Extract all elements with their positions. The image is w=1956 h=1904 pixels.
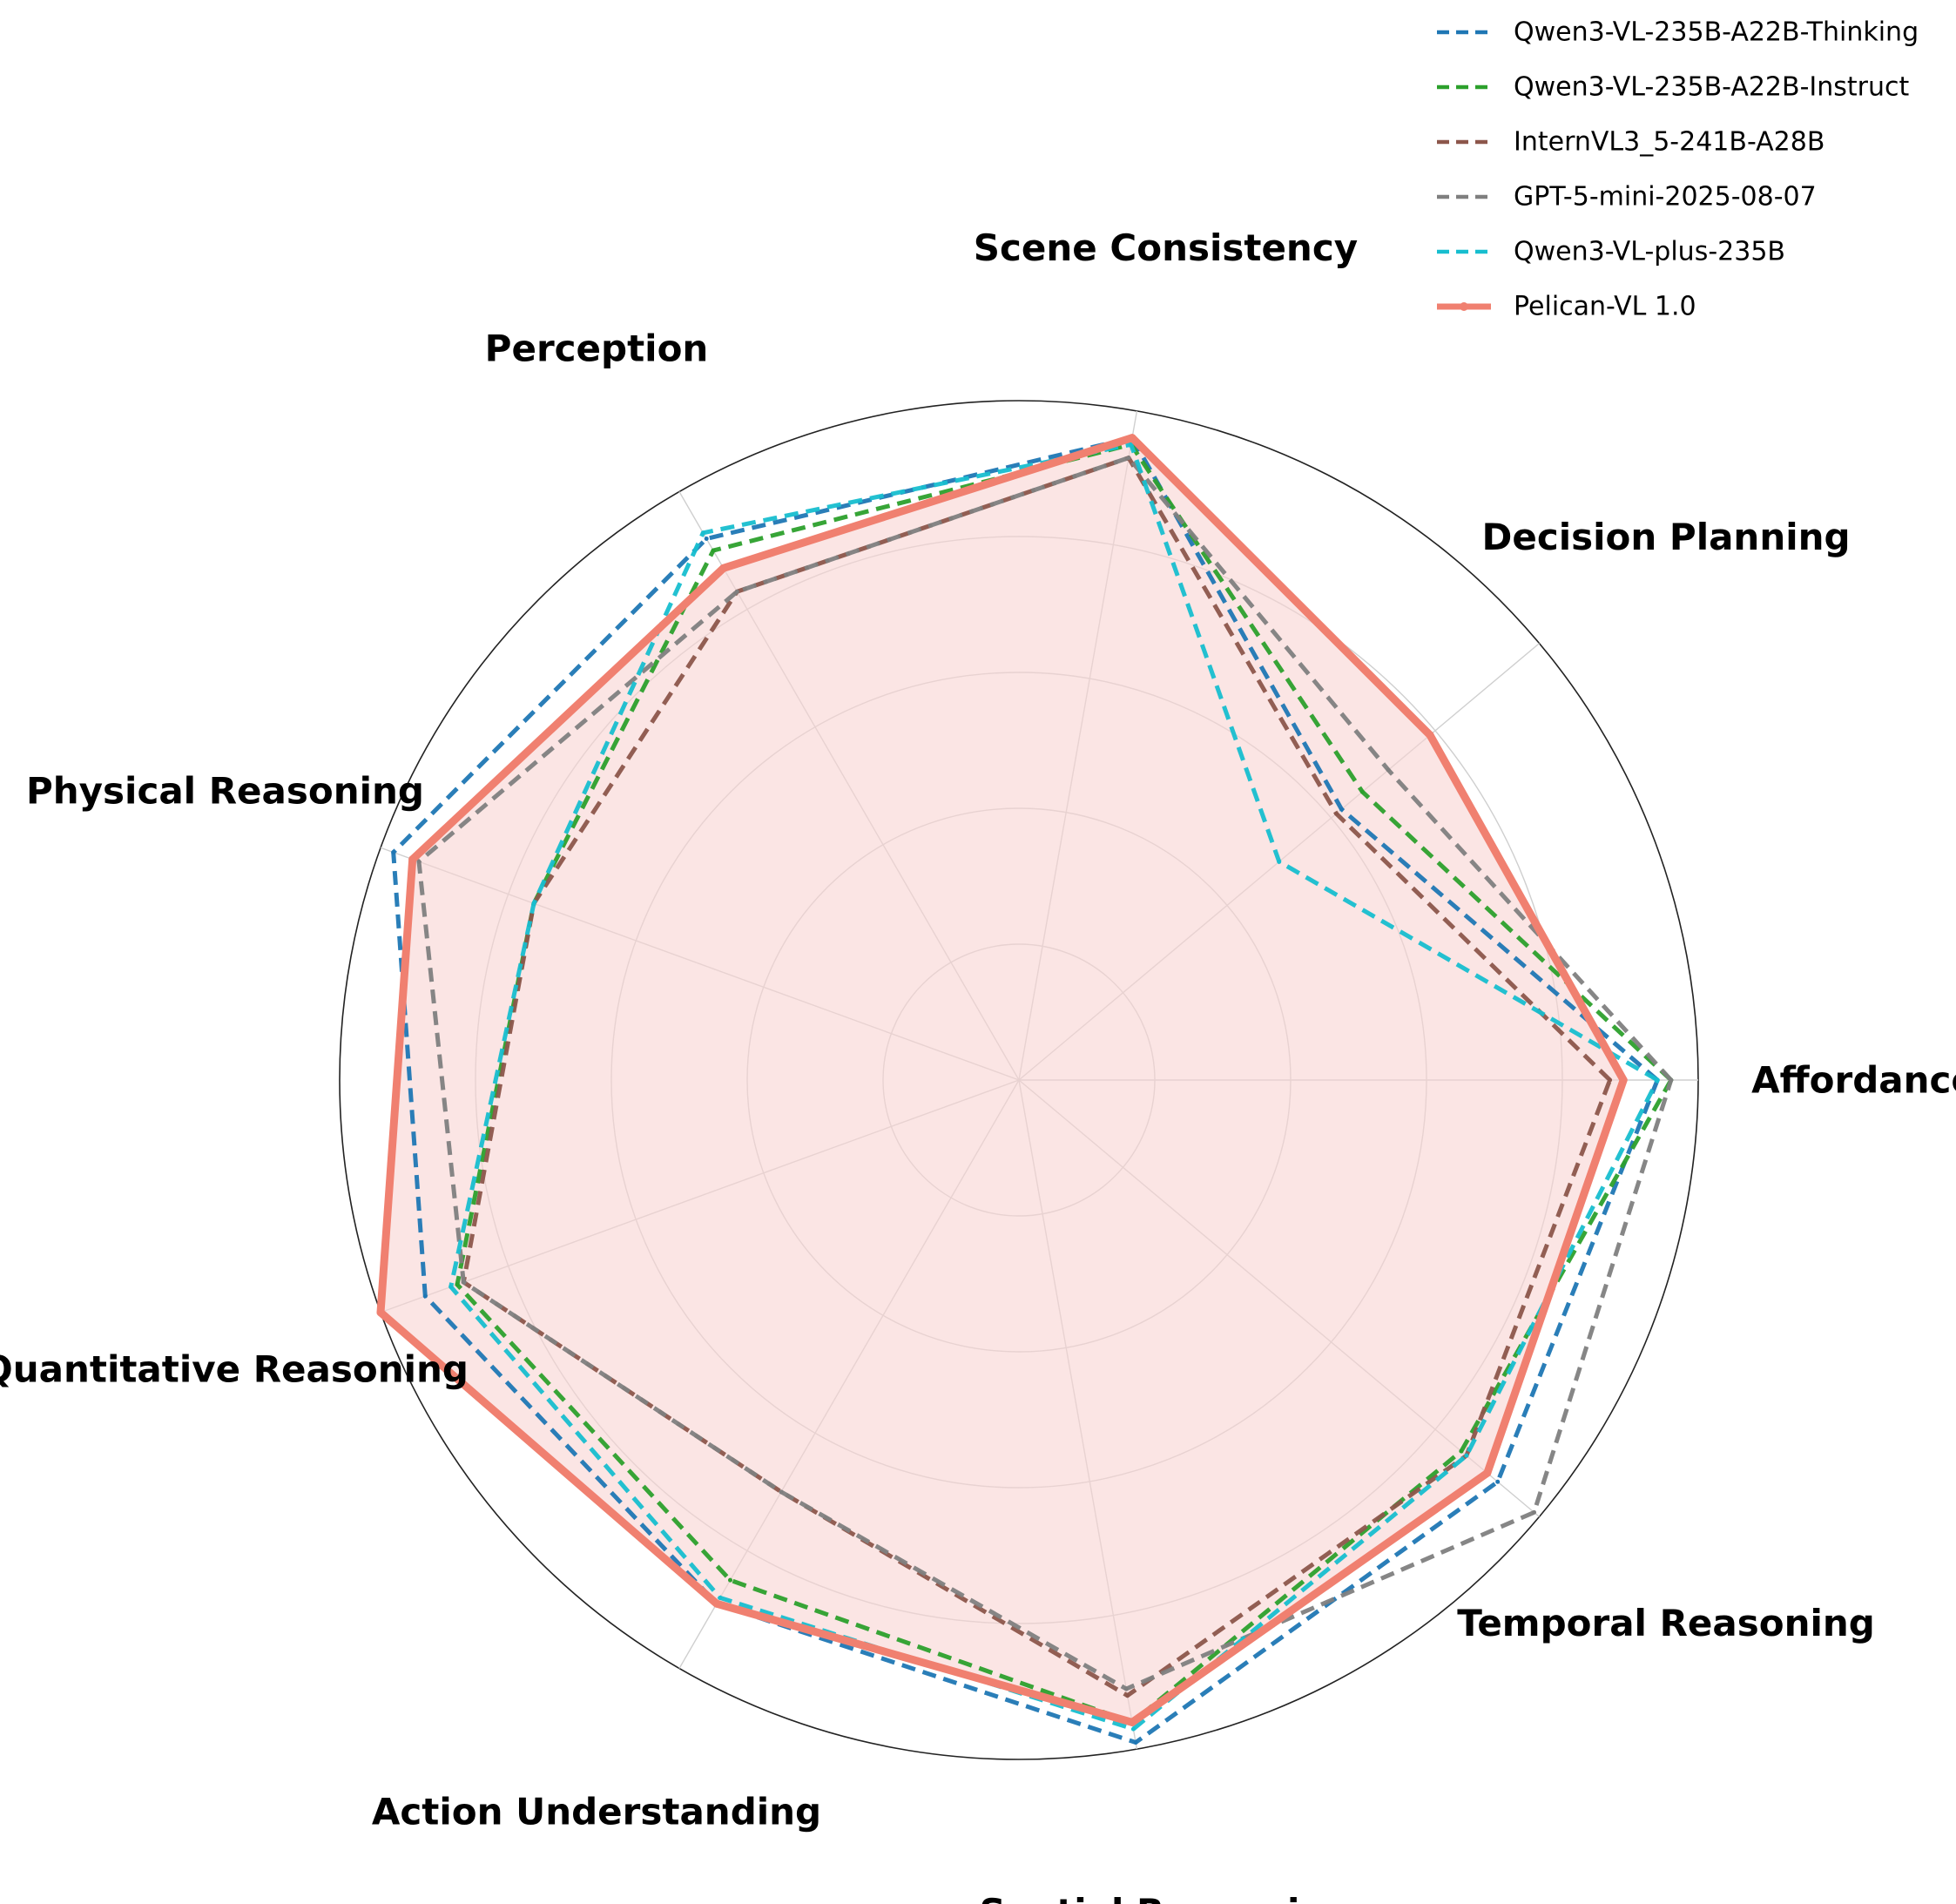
legend-entry-5: Pelican-VL 1.0 bbox=[1514, 292, 1696, 322]
series-point-5-7 bbox=[1128, 1718, 1137, 1726]
series-line-1 bbox=[455, 442, 1674, 1725]
series-point-0-3 bbox=[704, 537, 709, 542]
series-point-3-2 bbox=[1126, 456, 1131, 461]
axis-label-3: Perception bbox=[485, 327, 709, 369]
series-line-3 bbox=[416, 456, 1674, 1691]
series-point-4-3 bbox=[700, 530, 705, 536]
series-point-0-1 bbox=[1339, 807, 1344, 812]
series-line-2 bbox=[461, 456, 1613, 1698]
axis-label-7: Spatial Reasoning bbox=[980, 1891, 1352, 1904]
series-point-2-0 bbox=[1608, 1077, 1613, 1083]
series-point-1-8 bbox=[1459, 1448, 1464, 1454]
series-point-3-6 bbox=[779, 1489, 784, 1495]
series-point-3-0 bbox=[1669, 1077, 1674, 1083]
series-point-5-0 bbox=[1619, 1076, 1628, 1084]
legend-marker-5 bbox=[1460, 302, 1468, 311]
series-point-3-1 bbox=[1386, 767, 1391, 773]
series-point-2-7 bbox=[1125, 1693, 1130, 1698]
series-point-4-0 bbox=[1655, 1077, 1660, 1083]
series-point-4-7 bbox=[1130, 1726, 1136, 1732]
legend-entry-2: InternVL3_5-241B-A28B bbox=[1514, 127, 1824, 158]
series-line-0 bbox=[391, 435, 1660, 1745]
series-point-0-5 bbox=[422, 1293, 428, 1299]
series-fill-layer bbox=[381, 437, 1624, 1723]
series-point-0-8 bbox=[1495, 1479, 1501, 1484]
series-point-5-8 bbox=[1483, 1469, 1492, 1477]
series-point-3-7 bbox=[1123, 1686, 1129, 1691]
axis-label-6: Action Understanding bbox=[372, 1791, 821, 1833]
axis-label-1: Decision Planning bbox=[1482, 516, 1851, 558]
series-point-1-1 bbox=[1359, 789, 1365, 794]
series-point-0-4 bbox=[391, 850, 396, 855]
series-point-4-8 bbox=[1464, 1453, 1469, 1458]
series-point-3-5 bbox=[461, 1279, 466, 1285]
series-point-5-1 bbox=[1426, 731, 1434, 739]
series-point-1-3 bbox=[711, 548, 716, 553]
series-point-4-6 bbox=[718, 1595, 723, 1600]
axis-label-8: Temporal Reasoning bbox=[1457, 1602, 1875, 1644]
series-area-5 bbox=[381, 437, 1624, 1723]
series-point-5-2 bbox=[1128, 434, 1137, 442]
series-point-4-2 bbox=[1129, 442, 1134, 447]
series-point-1-6 bbox=[728, 1577, 732, 1583]
series-lines-layer bbox=[376, 434, 1674, 1745]
series-point-2-1 bbox=[1333, 811, 1339, 816]
axis-label-2: Scene Consistency bbox=[974, 226, 1358, 269]
series-line-5 bbox=[376, 434, 1628, 1726]
legend: Qwen3-VL-235B-A22B-Thinking Qwen3-VL-235B… bbox=[1437, 17, 1919, 322]
series-point-4-4 bbox=[531, 901, 536, 906]
legend-entry-4: Qwen3-VL-plus-235B bbox=[1514, 237, 1785, 267]
legend-entry-1: Qwen3-VL-235B-A22B-Instruct bbox=[1514, 72, 1910, 103]
axis-labels: Affordance Decision Planning Scene Consist… bbox=[0, 226, 1956, 1904]
series-line-4 bbox=[449, 442, 1660, 1732]
series-point-3-4 bbox=[416, 859, 422, 864]
series-point-0-7 bbox=[1133, 1739, 1138, 1745]
series-point-3-8 bbox=[1532, 1509, 1537, 1515]
series-point-4-1 bbox=[1277, 859, 1282, 864]
legend-entry-0: Qwen3-VL-235B-A22B-Thinking bbox=[1514, 17, 1919, 48]
axis-label-5: Quantitative Reasoning bbox=[0, 1347, 469, 1390]
axis-label-4: Physical Reasoning bbox=[26, 770, 424, 813]
series-point-5-6 bbox=[712, 1599, 721, 1608]
series-point-3-3 bbox=[734, 589, 739, 594]
legend-entry-3: GPT-5-mini-2025-08-07 bbox=[1514, 182, 1817, 213]
series-point-5-4 bbox=[408, 855, 417, 864]
series-point-5-5 bbox=[376, 1308, 385, 1317]
series-point-5-3 bbox=[719, 564, 728, 572]
series-point-1-5 bbox=[455, 1282, 460, 1287]
series-point-4-5 bbox=[449, 1284, 454, 1289]
axis-label-0: Affordance bbox=[1751, 1059, 1956, 1102]
